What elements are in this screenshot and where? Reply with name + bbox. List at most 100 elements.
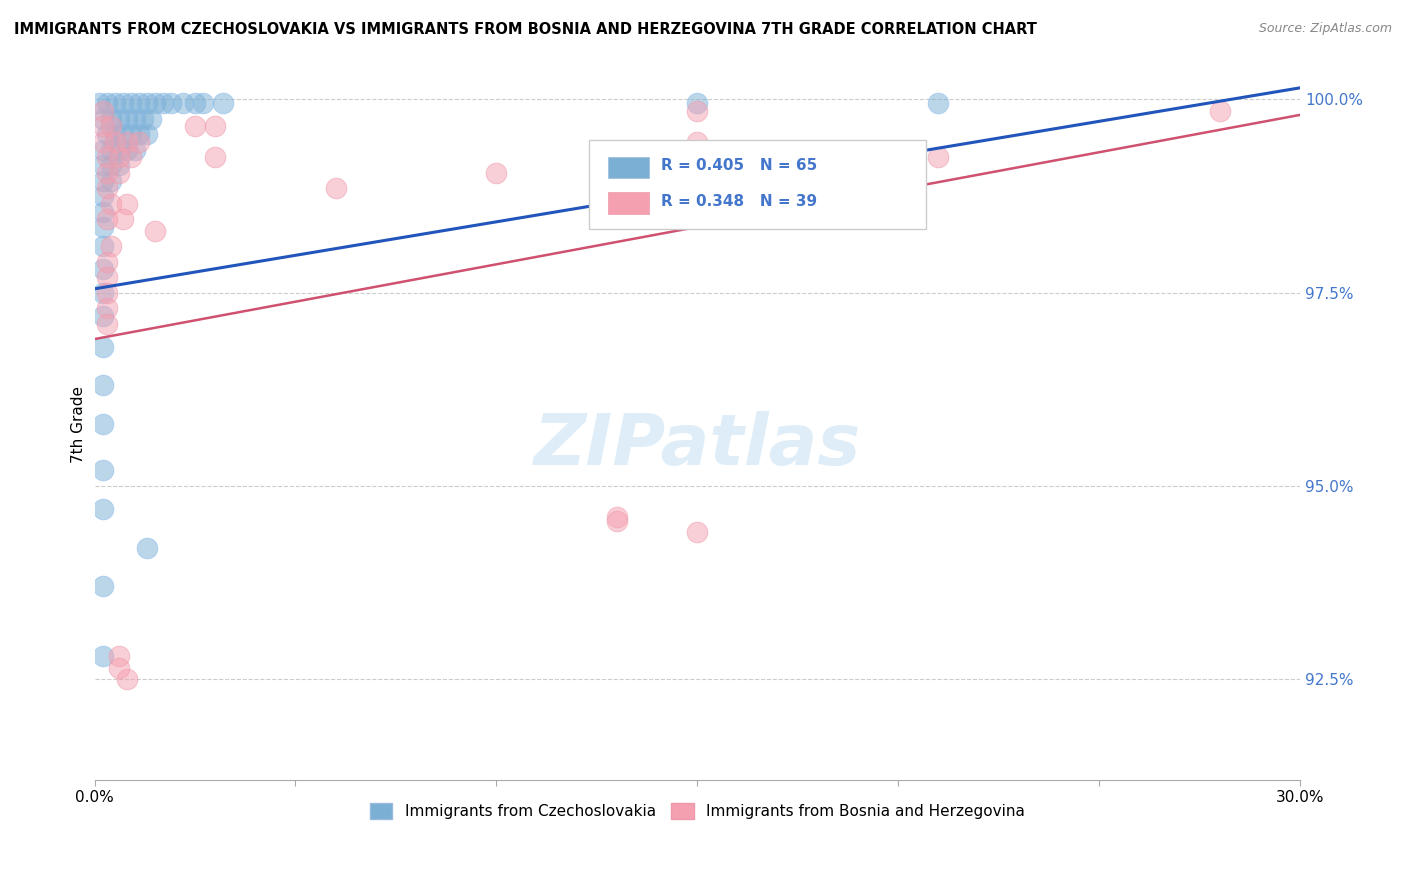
Point — [91, 239, 114, 253]
Point — [191, 96, 214, 111]
Point — [606, 509, 628, 524]
Point — [120, 96, 142, 111]
Point — [96, 212, 118, 227]
Point — [96, 285, 118, 300]
Point — [686, 135, 709, 149]
Text: R = 0.348   N = 39: R = 0.348 N = 39 — [661, 194, 817, 209]
Point — [100, 112, 122, 126]
Point — [91, 112, 114, 126]
Point — [91, 648, 114, 663]
Point — [100, 239, 122, 253]
Point — [91, 103, 114, 118]
Point — [135, 127, 157, 141]
Legend: Immigrants from Czechoslovakia, Immigrants from Bosnia and Herzegovina: Immigrants from Czechoslovakia, Immigran… — [363, 797, 1031, 825]
Point — [96, 181, 118, 195]
Point — [104, 127, 127, 141]
Point — [100, 173, 122, 187]
Text: ZIPatlas: ZIPatlas — [534, 411, 860, 480]
Point — [96, 150, 118, 164]
FancyBboxPatch shape — [589, 140, 927, 228]
Point — [120, 150, 142, 164]
Point — [204, 120, 226, 134]
Point — [100, 196, 122, 211]
Point — [96, 317, 118, 331]
Point — [107, 112, 129, 126]
Point — [107, 150, 129, 164]
Point — [96, 96, 118, 111]
Point — [927, 150, 949, 164]
Point — [100, 143, 122, 157]
FancyBboxPatch shape — [607, 157, 650, 178]
Point — [96, 166, 118, 180]
Text: R = 0.405   N = 65: R = 0.405 N = 65 — [661, 159, 817, 173]
Point — [115, 143, 138, 157]
Point — [204, 150, 226, 164]
Point — [124, 112, 146, 126]
Point — [115, 196, 138, 211]
Point — [172, 96, 194, 111]
Point — [91, 502, 114, 516]
Point — [132, 112, 155, 126]
Point — [91, 417, 114, 431]
Point — [124, 143, 146, 157]
Point — [91, 204, 114, 219]
Point — [160, 96, 183, 111]
Point — [135, 541, 157, 555]
Point — [143, 224, 166, 238]
Point — [111, 96, 134, 111]
Point — [128, 127, 150, 141]
Point — [87, 96, 110, 111]
Text: Source: ZipAtlas.com: Source: ZipAtlas.com — [1258, 22, 1392, 36]
Point — [143, 96, 166, 111]
Point — [111, 212, 134, 227]
Point — [686, 103, 709, 118]
Point — [686, 525, 709, 540]
Point — [91, 143, 114, 157]
Point — [91, 309, 114, 323]
Point — [96, 270, 118, 285]
Point — [96, 254, 118, 268]
Point — [107, 166, 129, 180]
Point — [91, 158, 114, 172]
Point — [686, 96, 709, 111]
Point — [91, 340, 114, 354]
Point — [212, 96, 235, 111]
Point — [1208, 103, 1230, 118]
Point — [100, 158, 122, 172]
Point — [128, 135, 150, 149]
Point — [96, 127, 118, 141]
Text: IMMIGRANTS FROM CZECHOSLOVAKIA VS IMMIGRANTS FROM BOSNIA AND HERZEGOVINA 7TH GRA: IMMIGRANTS FROM CZECHOSLOVAKIA VS IMMIGR… — [14, 22, 1038, 37]
Point — [139, 112, 162, 126]
Point — [104, 96, 127, 111]
Point — [107, 158, 129, 172]
Point — [91, 285, 114, 300]
Point — [91, 463, 114, 477]
Point — [96, 301, 118, 315]
Point — [107, 143, 129, 157]
Point — [107, 648, 129, 663]
Point — [120, 127, 142, 141]
Point — [91, 120, 114, 134]
Point — [325, 181, 347, 195]
Point — [91, 378, 114, 392]
Point — [606, 514, 628, 528]
FancyBboxPatch shape — [607, 193, 650, 213]
Point — [184, 96, 207, 111]
Point — [107, 660, 129, 674]
Point — [115, 672, 138, 686]
Y-axis label: 7th Grade: 7th Grade — [72, 385, 86, 463]
Point — [927, 96, 949, 111]
Point — [111, 127, 134, 141]
Point — [485, 166, 508, 180]
Point — [91, 173, 114, 187]
Point — [104, 135, 127, 149]
Point — [128, 96, 150, 111]
Point — [115, 135, 138, 149]
Point — [184, 120, 207, 134]
Point — [100, 120, 122, 134]
Point — [152, 96, 174, 111]
Point — [91, 135, 114, 149]
Point — [135, 96, 157, 111]
Point — [91, 189, 114, 203]
Point — [91, 579, 114, 593]
